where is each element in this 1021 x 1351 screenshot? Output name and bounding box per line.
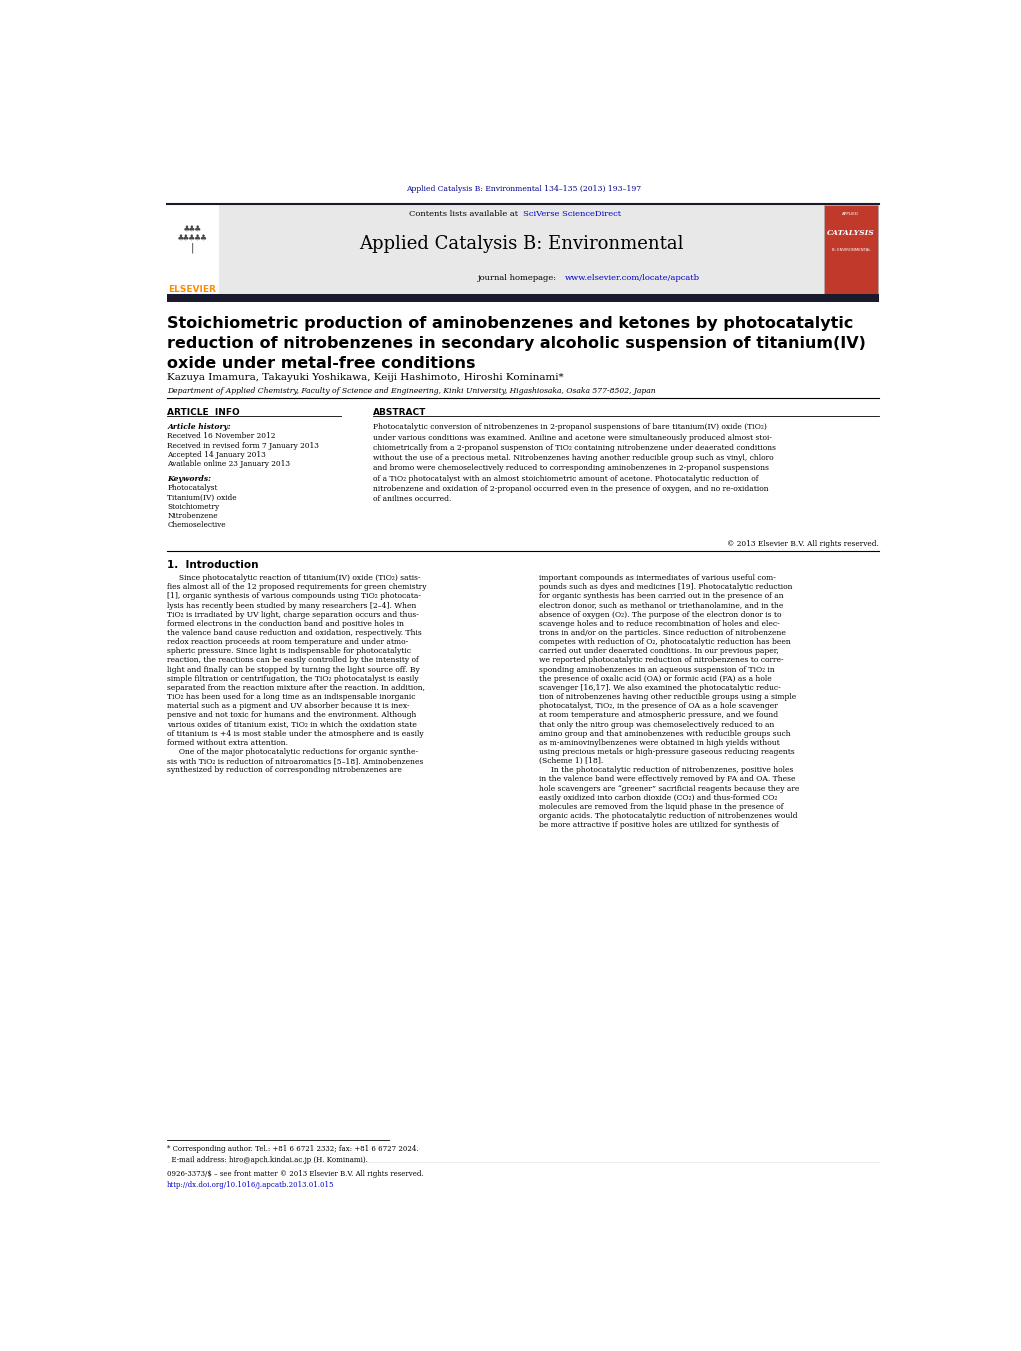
Text: Nitrobenzene: Nitrobenzene	[167, 512, 217, 520]
Text: organic acids. The photocatalytic reduction of nitrobenzenes would: organic acids. The photocatalytic reduct…	[539, 812, 797, 820]
Text: APPLIED: APPLIED	[842, 212, 860, 216]
Text: pensive and not toxic for humans and the environment. Although: pensive and not toxic for humans and the…	[167, 712, 417, 719]
Text: journal homepage:: journal homepage:	[478, 274, 560, 281]
Text: of titanium is +4 is most stable under the atmosphere and is easily: of titanium is +4 is most stable under t…	[167, 730, 424, 738]
Text: Article history:: Article history:	[167, 423, 231, 431]
Text: Available online 23 January 2013: Available online 23 January 2013	[167, 459, 290, 467]
Text: B: ENVIRONMENTAL: B: ENVIRONMENTAL	[831, 247, 870, 251]
Text: that only the nitro group was chemoselectively reduced to an: that only the nitro group was chemoselec…	[539, 720, 775, 728]
Text: ELSEVIER: ELSEVIER	[168, 285, 216, 293]
Text: Received 16 November 2012: Received 16 November 2012	[167, 432, 276, 440]
Text: In the photocatalytic reduction of nitrobenzenes, positive holes: In the photocatalytic reduction of nitro…	[539, 766, 793, 774]
Text: hole scavengers are “greener” sacrificial reagents because they are: hole scavengers are “greener” sacrificia…	[539, 785, 799, 793]
Text: reaction, the reactions can be easily controlled by the intensity of: reaction, the reactions can be easily co…	[167, 657, 419, 665]
Text: CATALYSIS: CATALYSIS	[827, 228, 875, 236]
Text: using precious metals or high-pressure gaseous reducing reagents: using precious metals or high-pressure g…	[539, 748, 794, 757]
Text: TiO₂ is irradiated by UV light, charge separation occurs and thus-: TiO₂ is irradiated by UV light, charge s…	[167, 611, 419, 619]
Text: important compounds as intermediates of various useful com-: important compounds as intermediates of …	[539, 574, 776, 582]
Text: Photocatalytic conversion of nitrobenzenes in 2-propanol suspensions of bare tit: Photocatalytic conversion of nitrobenzen…	[373, 423, 776, 503]
Text: Keywords:: Keywords:	[167, 476, 211, 484]
Text: formed without extra attention.: formed without extra attention.	[167, 739, 288, 747]
Text: ♣♣♣
♣♣♣♣♣
  |: ♣♣♣ ♣♣♣♣♣ |	[178, 224, 207, 253]
Text: as m-aminovinylbenzenes were obtained in high yields without: as m-aminovinylbenzenes were obtained in…	[539, 739, 780, 747]
Text: redox reaction proceeds at room temperature and under atmo-: redox reaction proceeds at room temperat…	[167, 638, 408, 646]
Bar	[824, 205, 878, 295]
Text: photocatalyst, TiO₂, in the presence of OA as a hole scavenger: photocatalyst, TiO₂, in the presence of …	[539, 703, 778, 711]
Text: formed electrons in the conduction band and positive holes in: formed electrons in the conduction band …	[167, 620, 404, 628]
Text: Photocatalyst: Photocatalyst	[167, 485, 217, 492]
Text: Chemoselective: Chemoselective	[167, 521, 226, 530]
Text: competes with reduction of O₂, photocatalytic reduction has been: competes with reduction of O₂, photocata…	[539, 638, 791, 646]
Text: scavenger [16,17]. We also examined the photocatalytic reduc-: scavenger [16,17]. We also examined the …	[539, 684, 781, 692]
Bar	[167, 295, 879, 301]
Text: absence of oxygen (O₂). The purpose of the electron donor is to: absence of oxygen (O₂). The purpose of t…	[539, 611, 782, 619]
Text: light and finally can be stopped by turning the light source off. By: light and finally can be stopped by turn…	[167, 666, 420, 674]
Text: carried out under deaerated conditions. In our previous paper,: carried out under deaerated conditions. …	[539, 647, 779, 655]
Text: fies almost all of the 12 proposed requirements for green chemistry: fies almost all of the 12 proposed requi…	[167, 584, 427, 592]
Text: Applied Catalysis B: Environmental: Applied Catalysis B: Environmental	[358, 235, 683, 253]
Text: SciVerse ScienceDirect: SciVerse ScienceDirect	[523, 211, 622, 218]
Text: scavenge holes and to reduce recombination of holes and elec-: scavenge holes and to reduce recombinati…	[539, 620, 780, 628]
Text: for organic synthesis has been carried out in the presence of an: for organic synthesis has been carried o…	[539, 592, 784, 600]
Text: at room temperature and atmospheric pressure, and we found: at room temperature and atmospheric pres…	[539, 712, 778, 719]
Text: be more attractive if positive holes are utilized for synthesis of: be more attractive if positive holes are…	[539, 821, 779, 830]
Text: (Scheme 1) [18].: (Scheme 1) [18].	[539, 757, 603, 765]
Text: E-mail address: hiro@apch.kindai.ac.jp (H. Kominami).: E-mail address: hiro@apch.kindai.ac.jp (…	[167, 1155, 368, 1163]
Text: the presence of oxalic acid (OA) or formic acid (FA) as a hole: the presence of oxalic acid (OA) or form…	[539, 674, 772, 682]
Text: Accepted 14 January 2013: Accepted 14 January 2013	[167, 451, 265, 459]
Text: Received in revised form 7 January 2013: Received in revised form 7 January 2013	[167, 442, 320, 450]
Text: Kazuya Imamura, Takayuki Yoshikawa, Keiji Hashimoto, Hiroshi Kominami*: Kazuya Imamura, Takayuki Yoshikawa, Keij…	[167, 373, 564, 382]
Text: Stoichiometric production of aminobenzenes and ketones by photocatalytic
reducti: Stoichiometric production of aminobenzen…	[167, 316, 866, 370]
Text: amino group and that aminobenzenes with reducible groups such: amino group and that aminobenzenes with …	[539, 730, 790, 738]
Text: the valence band cause reduction and oxidation, respectively. This: the valence band cause reduction and oxi…	[167, 630, 422, 636]
Text: Department of Applied Chemistry, Faculty of Science and Engineering, Kinki Unive: Department of Applied Chemistry, Faculty…	[167, 386, 655, 394]
Text: we reported photocatalytic reduction of nitrobenzenes to corre-: we reported photocatalytic reduction of …	[539, 657, 784, 665]
Text: simple filtration or centrifugation, the TiO₂ photocatalyst is easily: simple filtration or centrifugation, the…	[167, 674, 419, 682]
Text: 1.  Introduction: 1. Introduction	[167, 559, 258, 570]
Text: www.elsevier.com/locate/apcatb: www.elsevier.com/locate/apcatb	[566, 274, 700, 281]
Text: separated from the reaction mixture after the reaction. In addition,: separated from the reaction mixture afte…	[167, 684, 425, 692]
Text: easily oxidized into carbon dioxide (CO₂) and thus-formed CO₂: easily oxidized into carbon dioxide (CO₂…	[539, 794, 777, 801]
Text: © 2013 Elsevier B.V. All rights reserved.: © 2013 Elsevier B.V. All rights reserved…	[727, 540, 879, 547]
Text: Applied Catalysis B: Environmental 134–135 (2013) 193–197: Applied Catalysis B: Environmental 134–1…	[405, 185, 641, 193]
Text: http://dx.doi.org/10.1016/j.apcatb.2013.01.015: http://dx.doi.org/10.1016/j.apcatb.2013.…	[167, 1181, 335, 1189]
Text: trons in and/or on the particles. Since reduction of nitrobenzene: trons in and/or on the particles. Since …	[539, 630, 786, 636]
Text: molecules are removed from the liquid phase in the presence of: molecules are removed from the liquid ph…	[539, 802, 783, 811]
Bar	[167, 205, 218, 295]
Text: tion of nitrobenzenes having other reducible groups using a simple: tion of nitrobenzenes having other reduc…	[539, 693, 796, 701]
Text: spheric pressure. Since light is indispensable for photocatalytic: spheric pressure. Since light is indispe…	[167, 647, 411, 655]
Text: various oxides of titanium exist, TiO₂ in which the oxidation state: various oxides of titanium exist, TiO₂ i…	[167, 720, 417, 728]
Text: sis with TiO₂ is reduction of nitroaromatics [5–18]. Aminobenzenes: sis with TiO₂ is reduction of nitroaroma…	[167, 757, 424, 765]
Text: Contents lists available at: Contents lists available at	[409, 211, 521, 218]
Text: TiO₂ has been used for a long time as an indispensable inorganic: TiO₂ has been used for a long time as an…	[167, 693, 416, 701]
Text: pounds such as dyes and medicines [19]. Photocatalytic reduction: pounds such as dyes and medicines [19]. …	[539, 584, 792, 592]
Text: electron donor, such as methanol or triethanolamine, and in the: electron donor, such as methanol or trie…	[539, 601, 783, 609]
Text: ABSTRACT: ABSTRACT	[373, 408, 427, 416]
Text: synthesized by reduction of corresponding nitrobenzenes are: synthesized by reduction of correspondin…	[167, 766, 402, 774]
Text: ARTICLE  INFO: ARTICLE INFO	[167, 408, 240, 416]
Text: [1], organic synthesis of various compounds using TiO₂ photocata-: [1], organic synthesis of various compou…	[167, 592, 422, 600]
Text: lysis has recently been studied by many researchers [2–4]. When: lysis has recently been studied by many …	[167, 601, 417, 609]
Text: Since photocatalytic reaction of titanium(IV) oxide (TiO₂) satis-: Since photocatalytic reaction of titaniu…	[167, 574, 421, 582]
Text: Titanium(IV) oxide: Titanium(IV) oxide	[167, 493, 237, 501]
Text: sponding aminobenzenes in an aqueous suspension of TiO₂ in: sponding aminobenzenes in an aqueous sus…	[539, 666, 775, 674]
Text: material such as a pigment and UV absorber because it is inex-: material such as a pigment and UV absorb…	[167, 703, 409, 711]
Bar	[218, 205, 824, 295]
Text: in the valence band were effectively removed by FA and OA. These: in the valence band were effectively rem…	[539, 775, 795, 784]
Text: Stoichiometry: Stoichiometry	[167, 503, 220, 511]
Text: 0926-3373/$ – see front matter © 2013 Elsevier B.V. All rights reserved.: 0926-3373/$ – see front matter © 2013 El…	[167, 1170, 424, 1178]
Text: One of the major photocatalytic reductions for organic synthe-: One of the major photocatalytic reductio…	[167, 748, 419, 757]
Text: * Corresponding author. Tel.: +81 6 6721 2332; fax: +81 6 6727 2024.: * Corresponding author. Tel.: +81 6 6721…	[167, 1146, 419, 1154]
